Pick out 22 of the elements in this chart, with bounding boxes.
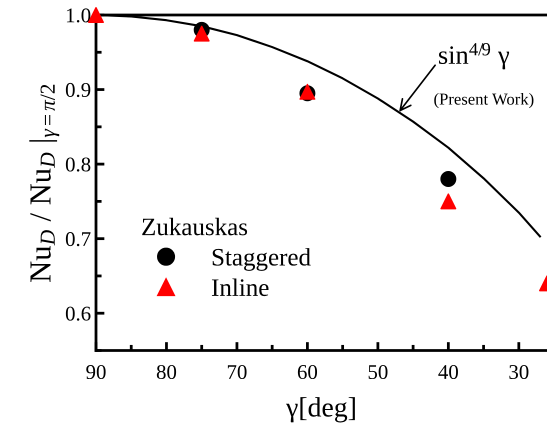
- y-tick-label: 0.8: [66, 157, 90, 172]
- x-tick-label: 40: [438, 364, 458, 380]
- y-tick-label: 0.9: [66, 82, 90, 98]
- x-tick-label: 70: [228, 364, 247, 380]
- y-tick-label: 0.6: [66, 306, 91, 321]
- y-axis-title: Nu$_{D}$ / Nu$_{D}$ |$_{γ=π/2}$: [29, 84, 60, 282]
- point: [440, 171, 456, 187]
- x-tick-label: 30: [509, 364, 528, 380]
- legend-label: Staggered: [212, 248, 311, 271]
- legend-label: Inline: [212, 278, 268, 296]
- y-tick-label: 0.7: [66, 232, 91, 246]
- x-tick-label: 60: [298, 364, 318, 380]
- point: [194, 26, 210, 42]
- x-axis-title: γ[deg]: [286, 397, 355, 422]
- y-tick-label: 1.0: [66, 8, 90, 23]
- x-tick-label: 80: [156, 364, 176, 380]
- legend-title: Zukauskas: [142, 218, 248, 236]
- x-tick-label: 90: [86, 364, 106, 380]
- x-tick-label: 50: [368, 364, 388, 380]
- annotation: sin$^{4/9}$ γ: [438, 43, 510, 70]
- annotation: (Present Work): [434, 92, 534, 108]
- point: [440, 193, 456, 210]
